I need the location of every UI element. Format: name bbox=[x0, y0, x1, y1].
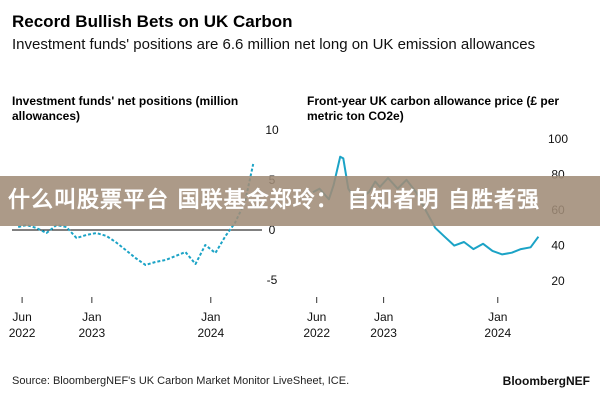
x-tick-label-month: Jun bbox=[12, 310, 31, 324]
chart-subtitle: Investment funds' positions are 6.6 mill… bbox=[12, 36, 536, 53]
x-tick-label-month: Jan bbox=[201, 310, 220, 324]
x-tick-label-year: 2022 bbox=[303, 326, 330, 340]
series-line bbox=[17, 163, 255, 266]
y-tick-label: 40 bbox=[551, 239, 565, 253]
overlay-banner: 什么叫股票平台 国联基金郑玲： 自知者明 自胜者强 bbox=[0, 176, 600, 226]
y-tick-label: -5 bbox=[267, 273, 278, 287]
x-tick-label-month: Jan bbox=[82, 310, 101, 324]
right-panel-title: Front-year UK carbon allowance price (£ … bbox=[307, 94, 560, 123]
banner-text: 什么叫股票平台 国联基金郑玲： 自知者明 自胜者强 bbox=[8, 188, 540, 213]
x-tick-label-year: 2024 bbox=[197, 326, 224, 340]
left-panel-title: Investment funds' net positions (million… bbox=[12, 94, 239, 123]
x-tick-label-year: 2023 bbox=[78, 326, 105, 340]
x-tick-label-month: Jan bbox=[488, 310, 507, 324]
y-tick-label: 0 bbox=[269, 223, 276, 237]
source-note: Source: BloombergNEF's UK Carbon Market … bbox=[12, 375, 350, 387]
x-tick-label-year: 2023 bbox=[370, 326, 397, 340]
y-tick-label: 10 bbox=[265, 123, 279, 137]
x-tick-label-year: 2024 bbox=[484, 326, 511, 340]
brand-logo-text: BloombergNEF bbox=[502, 374, 590, 388]
x-tick-label-month: Jun bbox=[307, 310, 326, 324]
right-panel-plot: 10080604020Jun2022Jan2023Jan2024 bbox=[303, 132, 568, 340]
x-tick-label-month: Jan bbox=[374, 310, 393, 324]
x-tick-label-year: 2022 bbox=[9, 326, 36, 340]
y-tick-label: 20 bbox=[551, 274, 565, 288]
chart-title: Record Bullish Bets on UK Carbon bbox=[12, 12, 293, 31]
y-tick-label: 100 bbox=[548, 132, 568, 146]
